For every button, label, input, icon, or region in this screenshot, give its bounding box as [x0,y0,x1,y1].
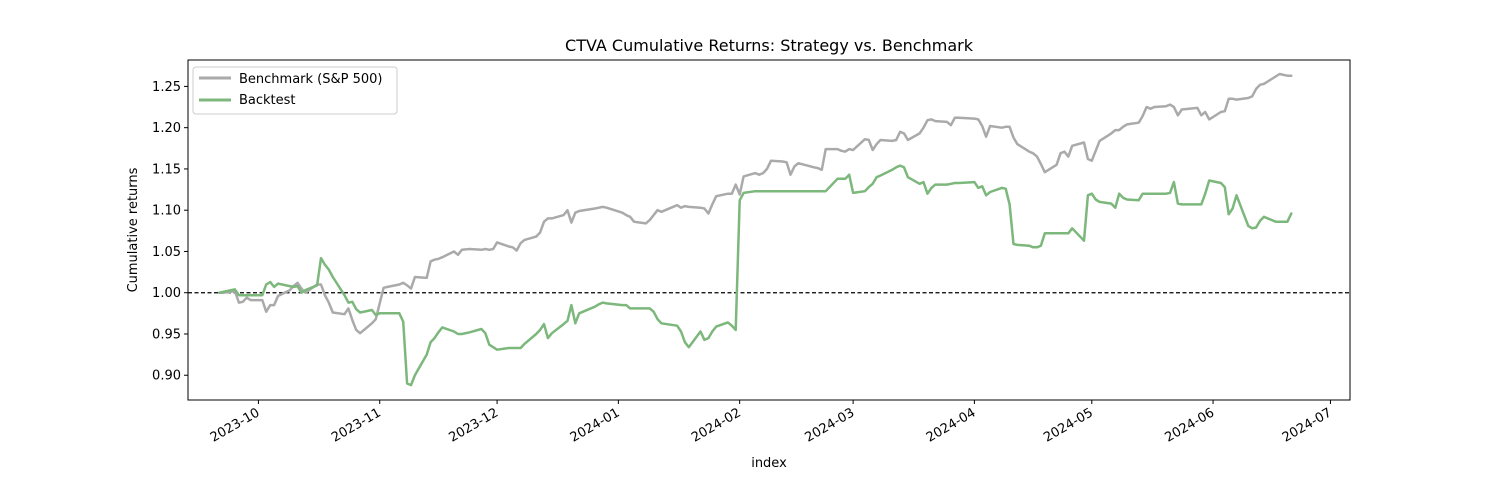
y-tick-label-1.20: 1.20 [152,121,181,136]
legend-label-backtest: Backtest [239,93,296,108]
y-tick-label-0.90: 0.90 [152,369,181,384]
y-tick-label-1.05: 1.05 [152,245,181,260]
legend-frame [192,66,398,115]
y-tick-label-1.15: 1.15 [152,162,181,177]
chart-title: CTVA Cumulative Returns: Strategy vs. Be… [565,36,974,55]
legend-label-benchmark: Benchmark (S&P 500) [239,72,383,87]
series-line-benchmark [218,72,1293,335]
series-line-backtest [218,164,1293,387]
y-tick-label-0.95: 0.95 [152,327,181,342]
legend: Benchmark (S&P 500) Backtest [192,66,398,115]
y-tick-label-1.10: 1.10 [152,204,181,219]
x-axis-label: index [751,456,787,471]
y-axis-label: Cumulative returns [126,167,141,292]
y-tick-label-1.25: 1.25 [152,80,181,95]
y-tick-label-1.00: 1.00 [152,286,181,301]
plot-frame [187,59,1351,401]
